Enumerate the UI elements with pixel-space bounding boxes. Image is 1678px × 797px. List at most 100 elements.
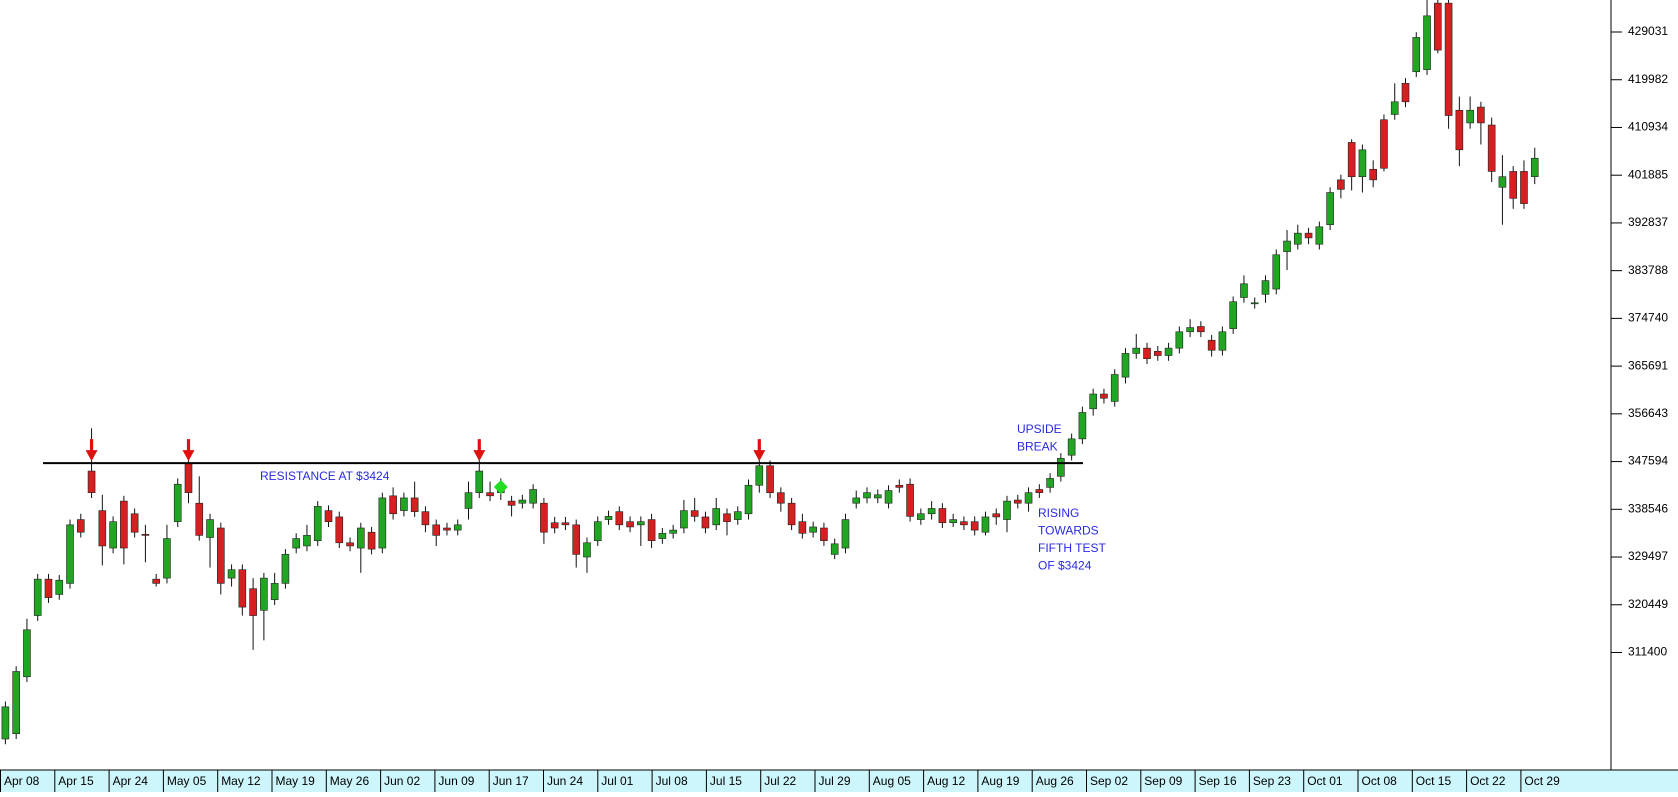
y-tick-label: 401885 — [1628, 167, 1668, 181]
signal-arrow-head — [182, 450, 195, 462]
candle-body — [1294, 232, 1302, 245]
candle-body — [1444, 2, 1453, 116]
candle-body — [303, 535, 311, 547]
candle-body — [906, 483, 914, 517]
x-tick-label: Jul 08 — [656, 774, 688, 788]
x-tick-label: Jul 29 — [819, 774, 851, 788]
signal-arrow-shaft — [477, 439, 481, 452]
y-tick-label: 429031 — [1628, 24, 1668, 38]
candle-body — [281, 554, 290, 584]
candle-body — [970, 521, 979, 531]
candle-body — [992, 513, 1001, 518]
candle-body — [87, 470, 96, 493]
candle-body — [1143, 347, 1151, 359]
candle-body — [453, 524, 462, 531]
candle-body — [669, 529, 677, 534]
candle-body — [44, 578, 53, 598]
x-tick-label: Aug 26 — [1036, 774, 1074, 788]
candle-body — [1100, 393, 1108, 399]
candle-body — [1250, 302, 1259, 305]
candle-body — [540, 502, 548, 533]
candle-body — [1186, 327, 1194, 333]
candle-body — [33, 578, 42, 616]
candle-body — [1412, 37, 1421, 73]
candle-body — [1455, 109, 1464, 151]
candle-body — [1509, 171, 1517, 199]
candle-body — [1121, 353, 1130, 378]
candle-body — [1057, 458, 1065, 477]
candle-body — [227, 569, 236, 579]
x-tick-label: Jul 01 — [601, 774, 633, 788]
candle-body — [583, 542, 591, 558]
candle-body — [1530, 157, 1539, 178]
candle-body — [367, 531, 376, 550]
annotation: UPSIDE — [1017, 422, 1062, 436]
signal-arrow-head — [753, 450, 766, 462]
candle-body — [615, 511, 624, 526]
candle-body — [249, 588, 257, 616]
candle-body — [1520, 171, 1528, 204]
candle-body — [173, 483, 182, 522]
annotation: BREAK — [1017, 440, 1058, 454]
candle-body — [884, 490, 893, 504]
candle-body — [378, 497, 387, 549]
candle-body — [1401, 83, 1410, 103]
y-tick-label: 311400 — [1628, 645, 1667, 659]
candle-body — [313, 506, 322, 541]
x-tick-label: Oct 29 — [1524, 774, 1560, 788]
candle-body — [1347, 142, 1356, 178]
candle-body — [960, 521, 968, 526]
candle-body — [561, 522, 570, 526]
candle-body — [1498, 176, 1507, 188]
candle-body — [421, 511, 430, 526]
candle-body — [895, 484, 904, 488]
candle-body — [604, 516, 613, 520]
candle-body — [324, 510, 333, 522]
annotation: RESISTANCE AT $3424 — [260, 469, 390, 483]
candle-body — [432, 524, 441, 536]
candle-body — [680, 510, 688, 529]
signal-arrow-shaft — [186, 439, 191, 452]
candle-body — [917, 513, 925, 520]
candle-body — [1240, 283, 1248, 298]
candle-body — [23, 629, 31, 678]
candle-body — [1315, 226, 1324, 245]
candle-body — [637, 521, 645, 526]
signal-diamond — [493, 480, 508, 494]
candle-body — [98, 510, 107, 547]
x-tick-label: Apr 08 — [4, 774, 40, 788]
x-tick-label: Oct 01 — [1307, 774, 1343, 788]
candle-body — [195, 502, 204, 536]
signal-arrow-shaft — [89, 439, 94, 452]
candle-body — [1434, 2, 1442, 51]
x-tick-label: Apr 15 — [58, 774, 94, 788]
candle-body — [1272, 254, 1281, 290]
candle-body — [1326, 192, 1334, 226]
candle-body — [981, 516, 990, 533]
candle-body — [733, 511, 742, 520]
candle-body — [1380, 119, 1388, 169]
candle-body — [1477, 106, 1485, 124]
candle-body — [949, 519, 957, 524]
signal-arrow-head — [85, 450, 98, 462]
candle-body — [863, 492, 871, 499]
candle-body — [206, 519, 214, 538]
candle-body — [1358, 149, 1367, 178]
candle-body — [120, 500, 128, 549]
candle-body — [1110, 374, 1119, 402]
x-tick-label: Sep 23 — [1253, 774, 1291, 788]
x-tick-label: Sep 09 — [1144, 774, 1182, 788]
candle-body — [109, 521, 117, 549]
candle-body — [798, 521, 807, 534]
candle-body — [873, 494, 882, 499]
x-tick-label: Sep 16 — [1199, 774, 1237, 788]
candle-body — [1175, 331, 1184, 349]
candle-body — [357, 527, 365, 549]
candle-body — [292, 538, 300, 549]
candle-body — [1218, 331, 1227, 351]
candle-body — [1, 706, 10, 740]
y-tick-label: 383788 — [1628, 263, 1668, 277]
